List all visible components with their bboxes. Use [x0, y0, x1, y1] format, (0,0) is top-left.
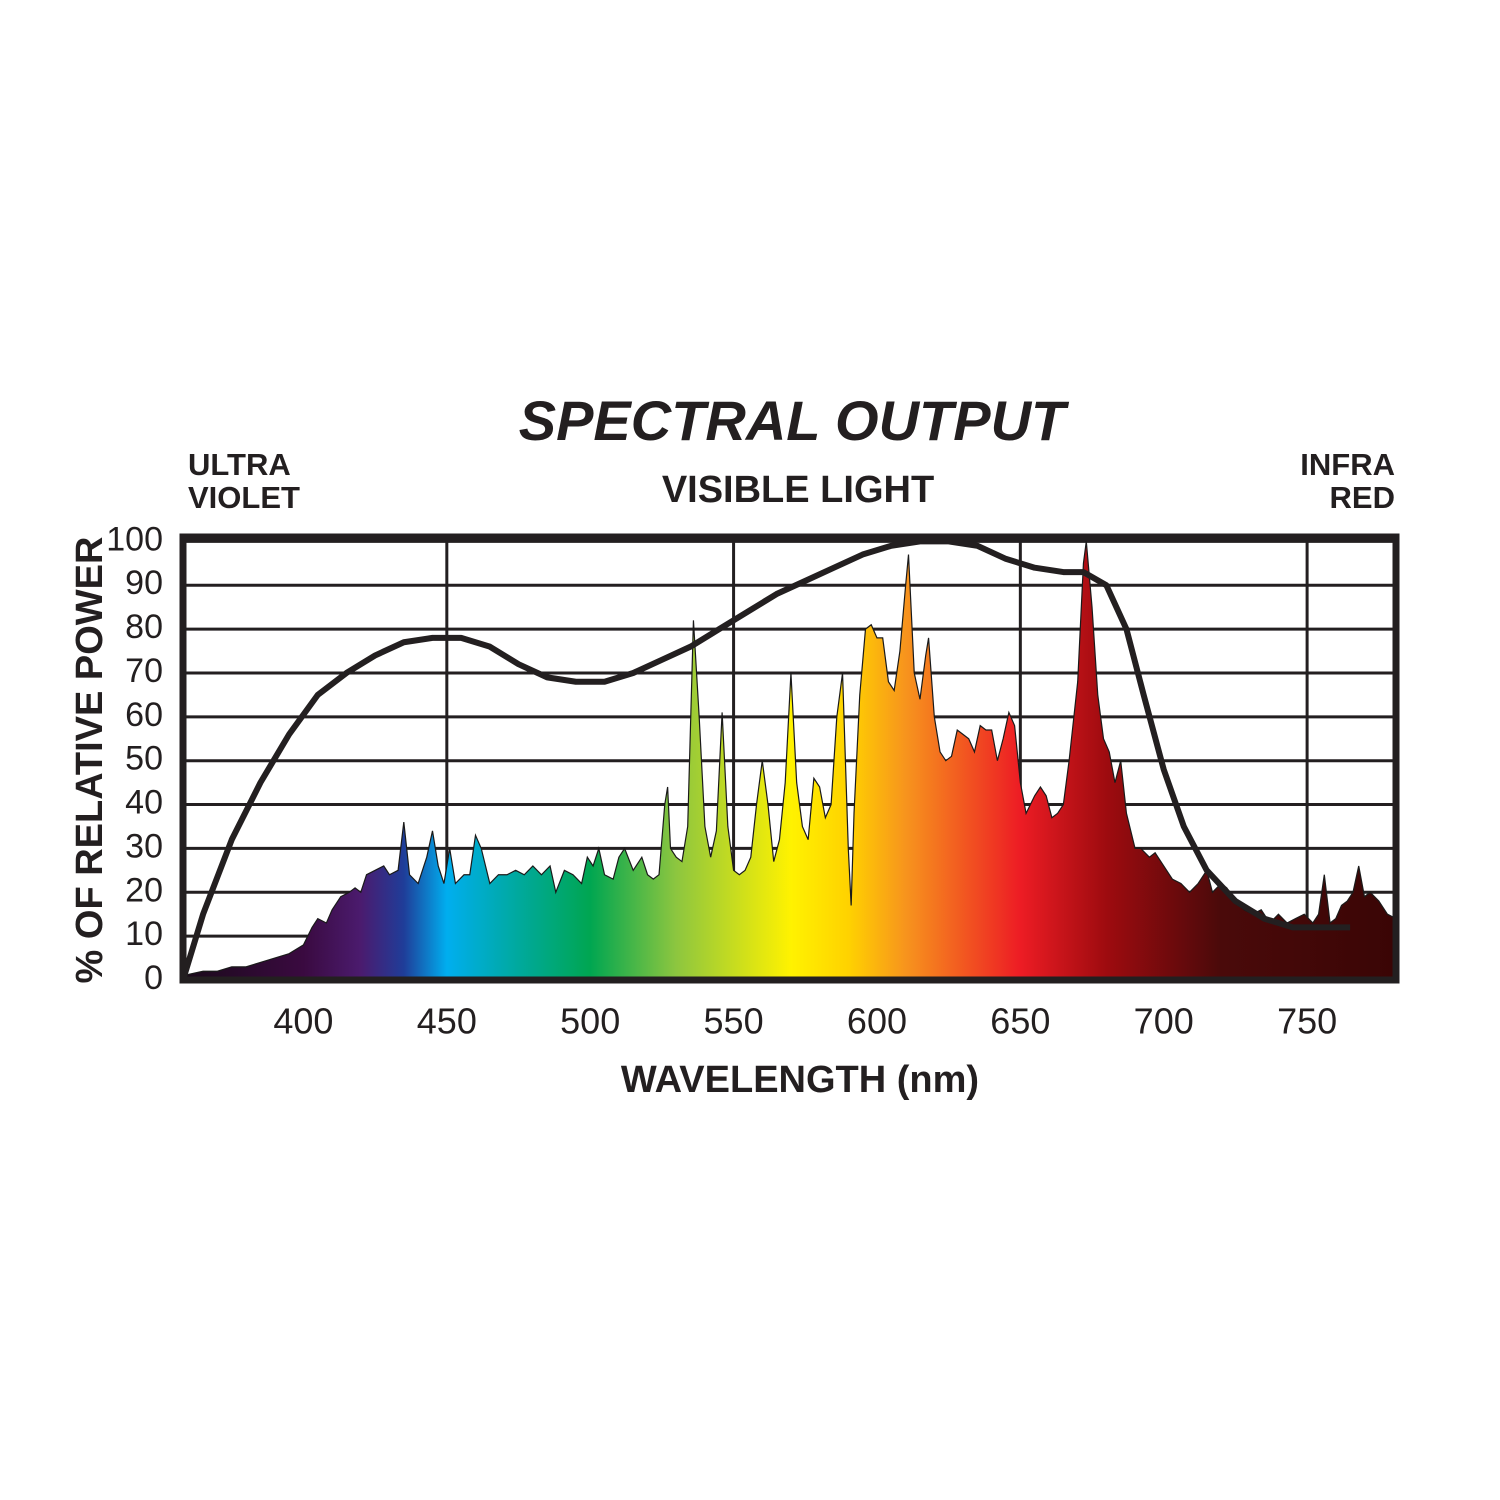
x-axis-label: WAVELENGTH (nm) [621, 1059, 979, 1101]
x-tick-label: 500 [560, 1001, 620, 1042]
output-curve [180, 538, 1351, 981]
y-tick-label: 70 [125, 652, 163, 690]
plot-frame [179, 533, 1400, 984]
region-label: ULTRA [188, 447, 291, 482]
x-tick-label: 600 [847, 1001, 907, 1042]
y-tick-label: 100 [106, 520, 163, 558]
x-tick-label: 700 [1134, 1001, 1194, 1042]
chart-title: SPECTRAL OUTPUT [519, 389, 1070, 452]
x-tick-label: 400 [273, 1001, 333, 1042]
y-tick-label: 30 [125, 827, 163, 865]
region-label: INFRA [1300, 447, 1395, 482]
x-tick-label: 750 [1277, 1001, 1337, 1042]
x-tick-label: 650 [990, 1001, 1050, 1042]
y-tick-label: 40 [125, 784, 163, 822]
y-tick-label: 20 [125, 871, 163, 909]
y-axis-label: % OF RELATIVE POWER [69, 537, 111, 984]
x-tick-label: 550 [704, 1001, 764, 1042]
y-tick-label: 50 [125, 740, 163, 778]
y-tick-label: 80 [125, 608, 163, 646]
y-tick-label: 90 [125, 564, 163, 602]
region-label: VISIBLE LIGHT [662, 469, 934, 511]
x-tick-label: 450 [417, 1001, 477, 1042]
y-tick-label: 10 [125, 915, 163, 953]
region-label: RED [1330, 480, 1395, 515]
y-tick-label: 60 [125, 696, 163, 734]
region-label: VIOLET [188, 480, 300, 515]
spectrum-area [182, 541, 1397, 981]
y-tick-label: 0 [144, 959, 163, 997]
